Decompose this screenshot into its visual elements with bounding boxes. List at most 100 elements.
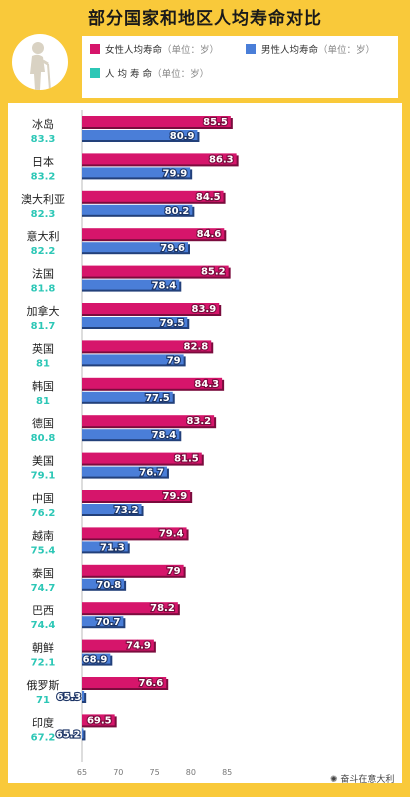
x-tick-label: 65 <box>77 768 87 777</box>
legend-label-male: 男性人均寿命 <box>261 45 319 56</box>
bar-female <box>82 639 154 651</box>
average-label: 81 <box>36 396 50 407</box>
average-label: 81.8 <box>31 284 56 295</box>
bar-male <box>82 653 111 664</box>
bar-male <box>82 354 184 365</box>
x-tick-label: 80 <box>186 768 196 777</box>
data-label-female: 84.3 <box>194 379 219 390</box>
data-label-female: 78.2 <box>150 603 175 614</box>
bar-male <box>82 167 191 178</box>
bar-female <box>82 190 224 202</box>
category-label: 日本 <box>32 154 54 168</box>
average-label: 81.7 <box>31 321 56 332</box>
watermark-text: 奋斗在意大利 <box>340 775 395 785</box>
data-label-female: 79.4 <box>159 528 184 539</box>
data-label-female: 69.5 <box>87 715 112 726</box>
data-label-female: 82.8 <box>184 341 209 352</box>
chart-legend: 女性人均寿命（单位：岁） 男性人均寿命（单位：岁） 人 均 寿 命（单位：岁） <box>82 36 398 98</box>
legend-entry-female: 女性人均寿命（单位：岁） <box>90 42 219 56</box>
bar-female <box>82 116 231 127</box>
data-label-female: 83.9 <box>192 304 217 315</box>
bar-female <box>82 415 215 427</box>
elderly-person-with-cane-icon <box>12 34 68 90</box>
bar-male <box>82 429 180 440</box>
category-label: 英国 <box>32 341 54 355</box>
bar-male <box>82 204 193 215</box>
data-label-male: 65.2 <box>56 729 81 740</box>
data-label-female: 79 <box>167 566 181 577</box>
legend-label-average: 人 均 寿 命 <box>105 69 153 80</box>
category-label: 澳大利亚 <box>21 192 65 206</box>
category-label: 朝鲜 <box>32 641 54 655</box>
category-label: 意大利 <box>27 229 60 243</box>
average-label: 83.2 <box>31 171 56 182</box>
data-label-male: 78.4 <box>152 281 177 292</box>
bar-male <box>82 242 188 253</box>
data-label-male: 76.7 <box>139 468 164 479</box>
legend-unit: （单位：岁） <box>318 45 376 56</box>
bar-male <box>82 130 198 140</box>
data-label-male: 80.2 <box>165 206 190 217</box>
bar-female <box>82 228 225 240</box>
data-label-male: 79.9 <box>162 168 187 179</box>
average-label: 75.4 <box>31 545 56 556</box>
chart-title: 部分国家和地区人均寿命对比 <box>88 9 322 29</box>
data-label-female: 81.5 <box>174 454 199 465</box>
average-label: 82.2 <box>31 246 56 257</box>
bar-male <box>82 391 173 402</box>
bar-female <box>82 303 220 314</box>
data-label-female: 85.2 <box>201 267 226 278</box>
bar-female <box>82 677 167 688</box>
bar-male <box>82 616 124 627</box>
category-label: 泰国 <box>32 566 54 580</box>
category-label: 冰岛 <box>32 117 54 131</box>
data-label-female: 74.9 <box>126 641 151 652</box>
average-label: 74.4 <box>31 620 56 631</box>
bar-female <box>82 265 229 277</box>
average-label: 67.2 <box>31 732 56 743</box>
legend-entry-male: 男性人均寿命（单位：岁） <box>246 42 375 56</box>
data-label-male: 79.6 <box>160 243 185 254</box>
average-label: 83.3 <box>31 134 56 145</box>
average-label: 82.3 <box>31 209 56 220</box>
bar-female <box>82 153 237 165</box>
legend-entry-average: 人 均 寿 命（单位：岁） <box>90 66 209 80</box>
bar-female <box>82 452 202 464</box>
legend-unit: （单位：岁） <box>162 45 220 56</box>
legend-swatch-male <box>246 44 256 54</box>
data-label-male: 79 <box>167 355 181 366</box>
x-tick-label: 75 <box>150 768 160 777</box>
bar-male <box>82 466 167 477</box>
bar-male <box>82 504 142 514</box>
category-label: 德国 <box>32 416 54 430</box>
x-tick-label: 85 <box>222 768 232 777</box>
legend-label-female: 女性人均寿命 <box>105 45 163 56</box>
average-label: 81 <box>36 358 50 369</box>
bar-female <box>82 714 115 726</box>
bar-female <box>82 564 184 576</box>
average-label: 71 <box>36 695 50 706</box>
bar-female <box>82 490 191 501</box>
bar-male-shadow <box>82 730 86 741</box>
data-label-male: 77.5 <box>145 393 170 404</box>
category-label: 加拿大 <box>27 304 60 318</box>
category-label: 中国 <box>32 492 54 505</box>
bar-male <box>82 279 180 290</box>
data-label-female: 83.2 <box>186 416 211 427</box>
data-label-male: 65.3 <box>56 692 81 703</box>
data-label-female: 85.5 <box>203 117 228 128</box>
data-label-male: 71.3 <box>100 542 125 553</box>
data-label-male: 68.9 <box>83 655 108 666</box>
data-label-male: 78.4 <box>152 430 177 441</box>
data-label-male: 80.9 <box>170 131 195 142</box>
category-label: 美国 <box>32 455 54 468</box>
category-label: 巴西 <box>32 604 54 617</box>
average-label: 76.2 <box>31 508 56 519</box>
category-label: 法国 <box>32 267 54 281</box>
bar-male <box>82 691 85 701</box>
chart-panel <box>8 103 402 783</box>
data-label-female: 84.6 <box>197 229 222 240</box>
average-label: 72.1 <box>31 658 56 669</box>
legend-swatch-average <box>90 68 100 78</box>
